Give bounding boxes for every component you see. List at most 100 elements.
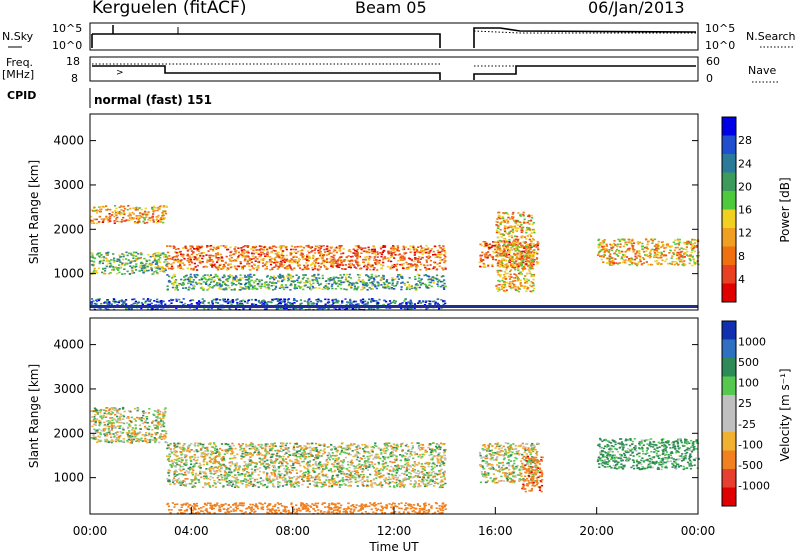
scatter-cell — [115, 268, 119, 270]
scatter-cell — [181, 262, 185, 264]
scatter-cell — [386, 279, 389, 281]
scatter-cell — [210, 244, 213, 247]
scatter-cell — [611, 259, 614, 262]
scatter-cell — [137, 432, 140, 435]
scatter-cell — [266, 303, 269, 306]
scatter-cell — [427, 446, 430, 449]
scatter-cell — [127, 427, 130, 429]
scatter-cell — [231, 301, 234, 304]
scatter-cell — [401, 255, 404, 258]
scatter-cell — [319, 254, 322, 257]
scatter-cell — [202, 266, 205, 268]
scatter-cell — [134, 426, 137, 429]
scatter-cell — [234, 464, 237, 467]
scatter-cell — [394, 465, 397, 467]
scatter-cell — [135, 215, 138, 217]
scatter-cell — [106, 299, 109, 301]
scatter-cell — [528, 251, 531, 254]
scatter-cell — [280, 284, 283, 286]
scatter-cell — [283, 300, 286, 302]
scatter-cell — [517, 265, 520, 267]
scatter-cell — [516, 230, 519, 232]
scatter-cell — [616, 263, 619, 265]
scatter-cell — [135, 440, 138, 442]
scatter-cell — [660, 253, 663, 256]
scatter-cell — [355, 245, 359, 247]
scatter-cell — [531, 258, 534, 260]
scatter-cell — [190, 303, 193, 305]
scatter-cell — [217, 265, 220, 268]
scatter-cell — [338, 262, 341, 265]
scatter-cell — [312, 287, 315, 289]
scatter-cell — [235, 249, 238, 252]
scatter-cell — [175, 248, 178, 251]
scatter-cell — [678, 248, 681, 251]
scatter-cell — [243, 245, 246, 247]
scatter-cell — [321, 257, 324, 260]
scatter-cell — [377, 275, 380, 277]
scatter-cell — [367, 248, 370, 251]
scatter-cell — [508, 256, 511, 259]
scatter-cell — [410, 301, 413, 303]
scatter-cell — [202, 289, 205, 291]
scatter-cell — [500, 287, 504, 290]
scatter-cell — [267, 252, 270, 254]
scatter-cell — [443, 285, 446, 287]
scatter-cell — [217, 266, 221, 269]
scatter-cell — [372, 248, 375, 251]
scatter-cell — [631, 263, 634, 265]
scatter-cell — [172, 283, 175, 285]
scatter-cell — [429, 268, 432, 271]
scatter-cell — [141, 269, 144, 271]
scatter-cell — [272, 478, 275, 481]
scatter-cell — [336, 300, 339, 302]
scatter-cell — [608, 255, 611, 257]
scatter-cell — [107, 429, 110, 431]
scatter-cell — [628, 263, 631, 266]
scatter-cell — [351, 308, 354, 310]
scatter-cell — [527, 279, 530, 282]
scatter-cell — [238, 283, 241, 286]
scatter-cell — [633, 262, 636, 264]
colorbar-tick-label: 16 — [738, 204, 752, 217]
scatter-cell — [96, 272, 99, 274]
scatter-cell — [372, 245, 375, 247]
scatter-cell — [406, 281, 409, 284]
scatter-cell — [504, 255, 507, 258]
scatter-cell — [530, 232, 533, 234]
scatter-cell — [303, 282, 306, 284]
scatter-cell — [105, 252, 108, 255]
scatter-cell — [265, 262, 268, 264]
scatter-cell — [397, 249, 401, 252]
scatter-cell — [297, 250, 300, 253]
scatter-cell — [239, 261, 242, 263]
scatter-cell — [221, 260, 224, 262]
scatter-cell — [191, 245, 194, 247]
scatter-cell — [141, 422, 144, 425]
scatter-cell — [319, 282, 323, 285]
scatter-cell — [502, 250, 505, 253]
scatter-cell — [637, 243, 640, 245]
scatter-cell — [228, 480, 231, 482]
scatter-cell — [651, 239, 654, 242]
scatter-cell — [179, 301, 182, 303]
scatter-cell — [273, 258, 276, 260]
scatter-cell — [126, 433, 129, 436]
scatter-cell — [336, 259, 339, 261]
scatter-cell — [502, 289, 505, 292]
scatter-cell — [506, 266, 509, 268]
scatter-cell — [204, 265, 207, 268]
scatter-cell — [269, 259, 272, 262]
scatter-cell — [198, 245, 201, 248]
scatter-cell — [240, 300, 243, 302]
scatter-cell — [693, 246, 696, 249]
scatter-cell — [497, 259, 500, 262]
scatter-cell — [333, 259, 336, 261]
scatter-cell — [320, 253, 324, 255]
scatter-cell — [283, 245, 286, 248]
scatter-cell — [657, 257, 660, 259]
scatter-cell — [429, 259, 433, 262]
scatter-cell — [118, 437, 121, 439]
scatter-cell — [291, 258, 294, 261]
scatter-cell — [158, 301, 161, 304]
